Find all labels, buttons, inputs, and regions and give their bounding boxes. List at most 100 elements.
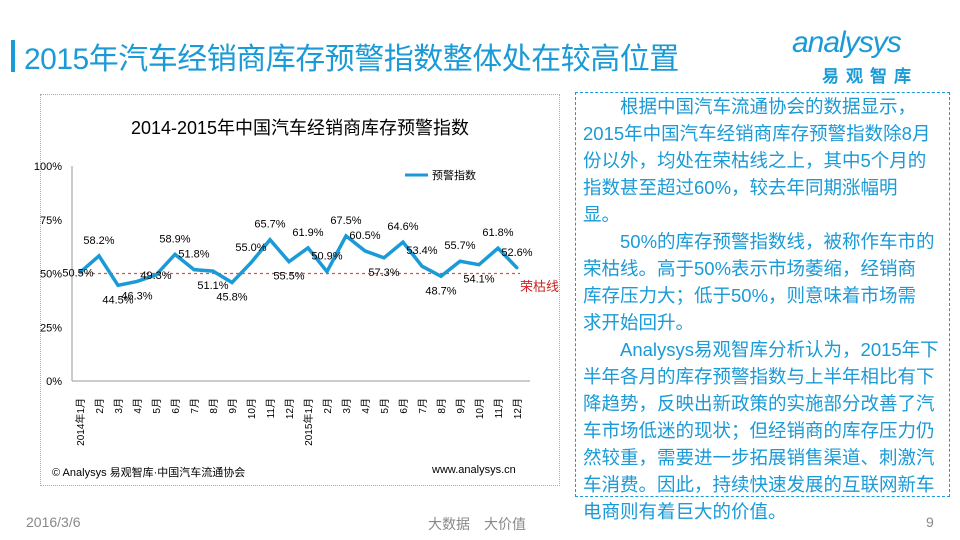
data-point bbox=[382, 256, 386, 260]
x-tick-label: 11月 bbox=[265, 398, 277, 418]
x-tick-label: 8月 bbox=[436, 398, 448, 414]
text-line: 求开始回升。 bbox=[583, 312, 695, 333]
data-label: 44.5% bbox=[102, 294, 133, 306]
text-line: 显。 bbox=[583, 204, 621, 225]
reference-line-label: 荣枯线 bbox=[520, 279, 559, 294]
x-tick-label: 2月 bbox=[322, 398, 334, 414]
text-line: 然较重，需要进一步拓展销售渠道、刺激汽 bbox=[583, 447, 935, 468]
y-tick-label: 0% bbox=[46, 376, 62, 388]
legend-label: 预警指数 bbox=[432, 168, 476, 182]
series-line bbox=[78, 233, 519, 288]
data-label: 52.6% bbox=[501, 247, 532, 259]
page-title: 2015年汽车经销商库存预警指数整体处在较高位置 bbox=[24, 43, 679, 76]
chart-title: 2014-2015年中国汽车经销商库存预警指数 bbox=[130, 118, 470, 138]
chart-frame bbox=[40, 94, 560, 486]
analysys-logo: analysys 易观智库 bbox=[792, 26, 942, 86]
chart-source: © Analysys 易观智库·中国汽车流通协会 bbox=[52, 467, 246, 479]
data-label: 48.7% bbox=[425, 285, 456, 297]
data-point bbox=[268, 238, 272, 242]
data-label: 46.3% bbox=[121, 290, 152, 302]
text-line: 半年各月的库存预警指数与上半年相比有下 bbox=[583, 366, 935, 387]
footer-date: 2016/3/6 bbox=[26, 514, 81, 530]
text-line: 50%的库存预警指数线，被称作车市的 bbox=[583, 231, 935, 252]
text-line: 车市场低迷的现状；但经销商的库存压力仍 bbox=[583, 420, 935, 441]
data-label: 50.9% bbox=[311, 251, 342, 263]
data-point bbox=[496, 246, 500, 250]
text-line: 车消费。因此，持续快速发展的互联网新车 bbox=[583, 474, 935, 495]
data-label: 65.7% bbox=[254, 219, 285, 231]
x-tick-label: 11月 bbox=[493, 398, 505, 418]
chart-url: www.analysys.cn bbox=[432, 464, 516, 476]
data-label: 50.5% bbox=[62, 267, 93, 279]
x-tick-label: 5月 bbox=[379, 398, 391, 414]
x-tick-label: 3月 bbox=[341, 398, 353, 414]
x-tick-label: 12月 bbox=[512, 398, 524, 419]
analysis-text: 根据中国汽车流通协会的数据显示， 2015年中国汽车经销商库存预警指数除8月 份以外… bbox=[583, 93, 953, 525]
logo-cn: 易观智库 bbox=[822, 67, 918, 86]
data-label: 57.3% bbox=[368, 267, 399, 279]
data-label: 49.3% bbox=[140, 270, 171, 282]
data-point bbox=[78, 270, 82, 274]
footer-slogan: 大数据 大价值 bbox=[428, 516, 526, 532]
x-tick-label: 6月 bbox=[398, 398, 410, 414]
data-label: 67.5% bbox=[330, 215, 361, 227]
data-label: 54.1% bbox=[463, 274, 494, 286]
data-label: 64.6% bbox=[387, 221, 418, 233]
data-point bbox=[477, 263, 481, 267]
x-tick-label: 4月 bbox=[132, 398, 144, 414]
data-point bbox=[344, 234, 348, 238]
x-tick-label: 9月 bbox=[227, 398, 239, 414]
text-line: Analysys易观智库分析认为，2015年下 bbox=[583, 339, 939, 360]
text-line: 电商则有着巨大的价值。 bbox=[583, 501, 787, 522]
y-tick-label: 100% bbox=[34, 161, 62, 173]
data-point bbox=[458, 259, 462, 263]
x-tick-label: 7月 bbox=[417, 398, 429, 414]
data-point bbox=[97, 254, 101, 258]
data-label: 45.8% bbox=[216, 292, 247, 304]
x-tick-label: 8月 bbox=[208, 398, 220, 414]
data-label: 55.5% bbox=[273, 271, 304, 283]
x-tick-label: 7月 bbox=[189, 398, 201, 414]
data-label: 58.9% bbox=[159, 233, 190, 245]
x-tick-label: 10月 bbox=[246, 398, 258, 419]
x-tick-label: 6月 bbox=[170, 398, 182, 414]
y-tick-label: 25% bbox=[40, 322, 62, 334]
data-label: 55.7% bbox=[444, 240, 475, 252]
data-label: 58.2% bbox=[83, 235, 114, 247]
x-tick-label: 2月 bbox=[94, 398, 106, 414]
data-point bbox=[515, 266, 519, 270]
x-tick-label: 3月 bbox=[113, 398, 125, 414]
data-label: 61.8% bbox=[482, 227, 513, 239]
data-point bbox=[230, 281, 234, 285]
data-label: 60.5% bbox=[349, 230, 380, 242]
data-point bbox=[439, 274, 443, 278]
x-tick-label: 2014年1月 bbox=[74, 398, 87, 446]
text-line: 荣枯线。高于50%表示市场萎缩，经销商 bbox=[583, 258, 917, 279]
data-point bbox=[325, 270, 329, 274]
y-tick-label: 75% bbox=[40, 215, 62, 227]
data-point bbox=[287, 260, 291, 264]
data-point bbox=[192, 268, 196, 272]
x-tick-label: 2015年1月 bbox=[302, 398, 315, 446]
logo-wordmark: analysys bbox=[792, 26, 902, 59]
data-point bbox=[154, 273, 158, 277]
data-label: 51.8% bbox=[178, 249, 209, 261]
text-line: 指数甚至超过60%，较去年同期涨幅明 bbox=[583, 177, 898, 198]
y-tick-label: 50% bbox=[40, 269, 62, 281]
data-label: 61.9% bbox=[292, 227, 323, 239]
data-point bbox=[363, 249, 367, 253]
x-tick-label: 4月 bbox=[360, 398, 372, 414]
data-point bbox=[401, 240, 405, 244]
text-line: 降趋势，反映出新政策的实施部分改善了汽 bbox=[583, 393, 935, 414]
title-accent-bar bbox=[11, 40, 15, 72]
text-line: 库存压力大；低于50%，则意味着市场需 bbox=[583, 285, 917, 306]
data-point bbox=[135, 279, 139, 283]
data-point bbox=[116, 283, 120, 287]
data-label: 51.1% bbox=[197, 280, 228, 292]
data-point bbox=[420, 264, 424, 268]
page-number: 9 bbox=[926, 514, 934, 530]
data-label: 53.4% bbox=[406, 245, 437, 257]
text-line: 2015年中国汽车经销商库存预警指数除8月 bbox=[583, 123, 931, 144]
data-point bbox=[249, 261, 253, 265]
